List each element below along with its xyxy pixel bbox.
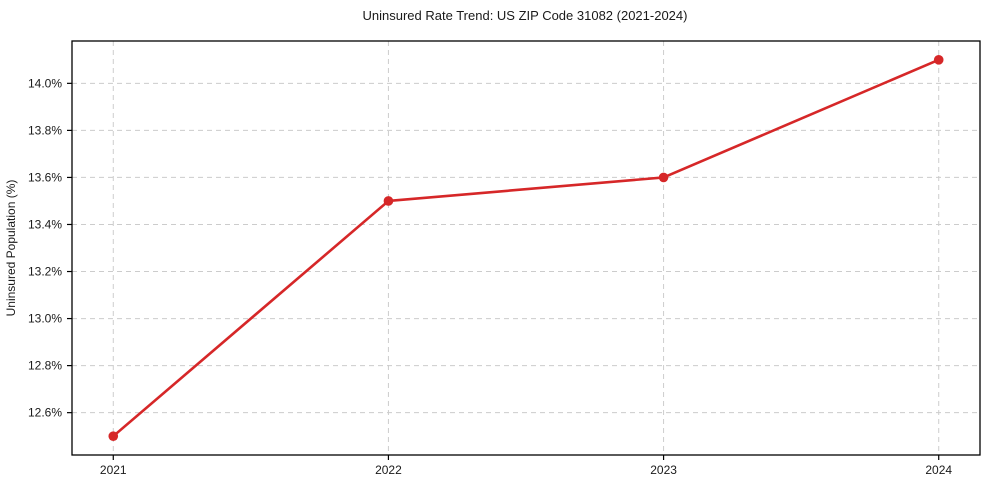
axes: 12.6% 12.8% 13.0% 13.2% 13.4% 13.6% 13.8% 14.0%… [28,40,981,477]
y-tick-label: 12.6% [28,406,62,420]
y-tick-label: 13.2% [28,265,62,279]
y-axis-label: Uninsured Population (%) [4,180,18,317]
data-point-marker [933,55,944,65]
x-tick-label: 2024 [925,463,952,477]
y-tick-label: 13.8% [28,123,62,137]
y-tick-label: 13.0% [28,312,62,326]
y-tick-label: 12.8% [28,359,62,373]
x-tick-label: 2021 [100,463,127,477]
x-tick-label: 2022 [375,463,402,477]
plot-border [71,40,981,456]
data-point-marker [658,172,669,183]
grid-lines [72,41,980,455]
data-point-marker [108,431,119,441]
chart-title: Uninsured Rate Trend: US ZIP Code 31082 … [363,8,688,23]
data-point-marker [383,196,394,206]
trend-line [111,58,941,438]
y-tick-label: 14.0% [28,76,62,90]
data-series [108,55,944,441]
y-tick-label: 13.6% [28,170,62,184]
x-tick-label: 2023 [650,463,677,477]
y-tick-label: 13.4% [28,217,62,231]
